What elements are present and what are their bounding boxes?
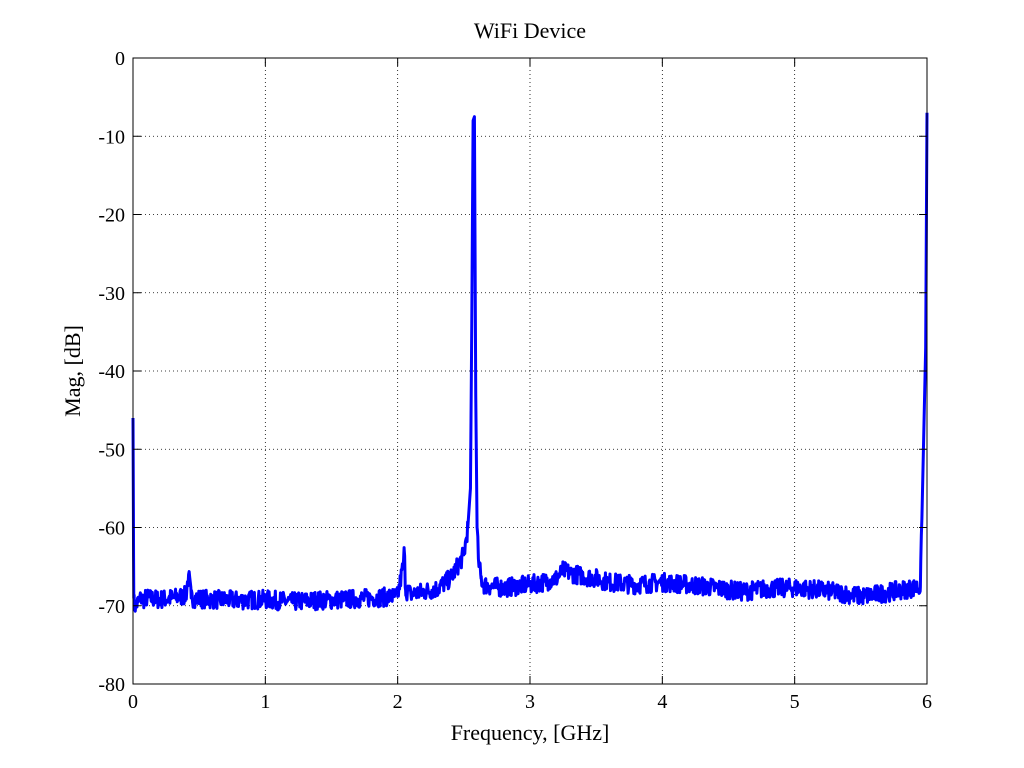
y-tick-label: -70	[98, 596, 125, 618]
y-tick-label: -50	[98, 439, 125, 461]
y-axis-label: Mag, [dB]	[60, 325, 85, 417]
x-tick-label: 6	[922, 691, 932, 713]
x-tick-label: 0	[128, 691, 138, 713]
tick-labels: 0 1 2 3 4 5 6 0 -10 -20 -30 -40 -50 -60 -70 -80	[98, 48, 932, 713]
y-tick-label: -20	[98, 205, 125, 227]
x-tick-label: 3	[525, 691, 535, 713]
y-tick-label: 0	[115, 48, 125, 70]
x-tick-label: 4	[657, 691, 667, 713]
spectrum-line	[131, 112, 929, 613]
series-layer	[131, 112, 929, 613]
x-axis-label: Frequency, [GHz]	[451, 720, 610, 745]
y-tick-label: -10	[98, 126, 125, 148]
chart-title: WiFi Device	[474, 18, 586, 43]
ticks	[132, 57, 928, 685]
y-tick-label: -60	[98, 518, 125, 540]
x-tick-label: 2	[393, 691, 403, 713]
y-tick-label: -30	[98, 283, 125, 305]
x-tick-label: 5	[790, 691, 800, 713]
y-tick-label: -80	[98, 674, 125, 696]
x-tick-label: 1	[260, 691, 270, 713]
y-tick-label: -40	[98, 361, 125, 383]
